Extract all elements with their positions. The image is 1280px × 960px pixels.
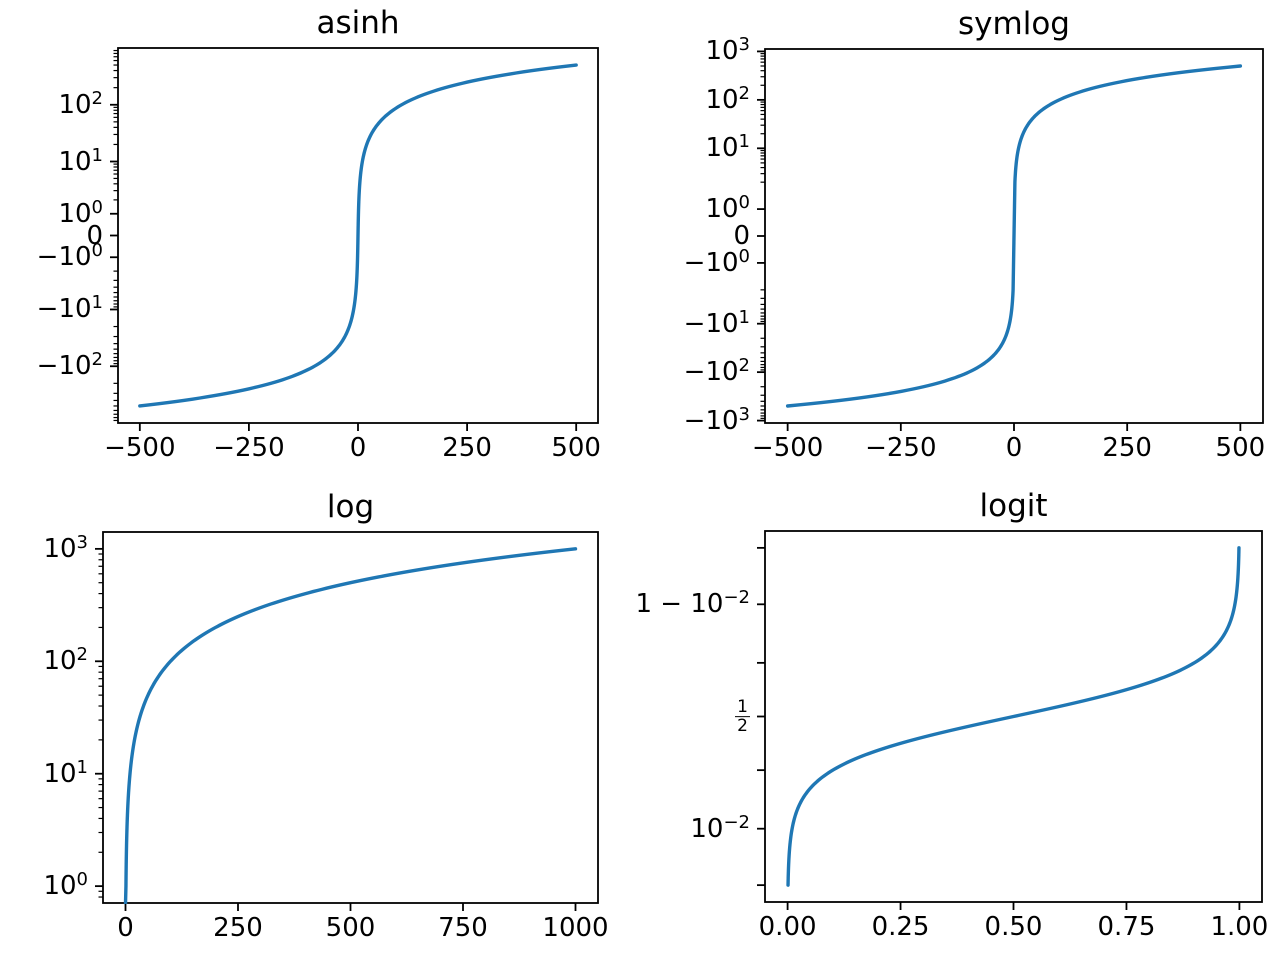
x-tick-label: 250	[1102, 433, 1152, 463]
data-curve-logit	[786, 546, 1241, 887]
x-tick-label: 0.25	[871, 912, 930, 942]
y-tick-label: −100	[36, 240, 103, 273]
fraction-part: 1	[735, 696, 750, 717]
exponent: 1	[91, 144, 103, 166]
exponent: 1	[738, 306, 750, 328]
subplot-title-log: log	[326, 489, 375, 525]
x-tick-label: 750	[438, 913, 488, 943]
y-tick-label: 101	[58, 144, 103, 177]
y-tick-label: 100	[705, 192, 750, 225]
y-tick-label: −101	[683, 306, 750, 339]
y-tick-label: 100	[43, 869, 88, 902]
x-tick-label: −250	[213, 433, 285, 463]
y-tick-label: 103	[705, 34, 750, 67]
exponent: 2	[91, 87, 103, 109]
y-tick-label: 102	[705, 82, 750, 115]
x-tick-label: 500	[325, 913, 376, 943]
y-tick-label: 102	[58, 87, 103, 120]
exponent: 3	[738, 403, 750, 425]
x-tick-label: −500	[751, 433, 824, 463]
y-tick-label: −101	[36, 292, 103, 325]
y-tick-label: 0	[733, 221, 750, 251]
exponent: 3	[76, 531, 88, 553]
x-tick-label: 0	[349, 433, 367, 463]
exponent: 2	[76, 644, 88, 666]
y-tick-label: 10−2	[690, 811, 750, 844]
exponent: 1	[738, 131, 750, 153]
y-tick-label: 101	[43, 756, 88, 789]
x-tick-label: 250	[213, 913, 263, 943]
y-tick-label: −103	[683, 403, 750, 436]
y-tick-label: −102	[36, 349, 103, 382]
exponent: 0	[738, 192, 750, 214]
x-tick-label: 1000	[542, 913, 609, 943]
x-tick-label: 250	[442, 433, 492, 463]
x-tick-label: 0	[117, 913, 134, 943]
exponent: 0	[738, 245, 750, 267]
data-curve-log	[123, 547, 578, 904]
x-tick-label: 0.50	[984, 912, 1043, 942]
exponent: 3	[738, 34, 750, 56]
exponent: 0	[76, 869, 88, 891]
subplot-title-logit: logit	[979, 488, 1048, 524]
y-tick-label: 102	[43, 644, 88, 677]
y-tick-label: 103	[43, 531, 88, 564]
subplot-title-symlog: symlog	[958, 6, 1070, 42]
y-tick-label: −102	[683, 355, 750, 388]
subplot-title-asinh: asinh	[316, 5, 400, 41]
x-tick-label: 0.00	[758, 912, 817, 942]
x-tick-label: −250	[865, 433, 937, 463]
fraction-part: 2	[737, 716, 748, 736]
data-curve-symlog	[785, 64, 1243, 408]
x-tick-label: 0	[1005, 433, 1023, 463]
axes-spines	[102, 531, 599, 904]
exponent: 2	[91, 349, 103, 371]
exponent: 0	[91, 196, 103, 218]
exponent: 0	[91, 240, 103, 262]
exponent: −2	[723, 811, 750, 833]
y-tick-label: 0	[86, 220, 103, 251]
exponent: 1	[91, 292, 103, 314]
x-tick-label: 1.00	[1210, 912, 1269, 942]
y-tick-label: 100	[58, 196, 103, 229]
x-tick-label: 500	[551, 433, 601, 463]
x-tick-label: 0.75	[1097, 912, 1156, 942]
exponent: −2	[723, 587, 750, 609]
x-tick-label: 500	[1215, 433, 1266, 463]
y-tick-label: 101	[705, 131, 750, 164]
y-tick-label: −100	[683, 245, 750, 278]
exponent: 1	[76, 756, 88, 778]
exponent: 2	[738, 82, 750, 104]
data-curve-asinh	[138, 63, 578, 408]
x-tick-label: −500	[104, 433, 176, 463]
exponent: 2	[738, 355, 750, 377]
y-tick-label: 1 − 10−2	[635, 587, 751, 620]
